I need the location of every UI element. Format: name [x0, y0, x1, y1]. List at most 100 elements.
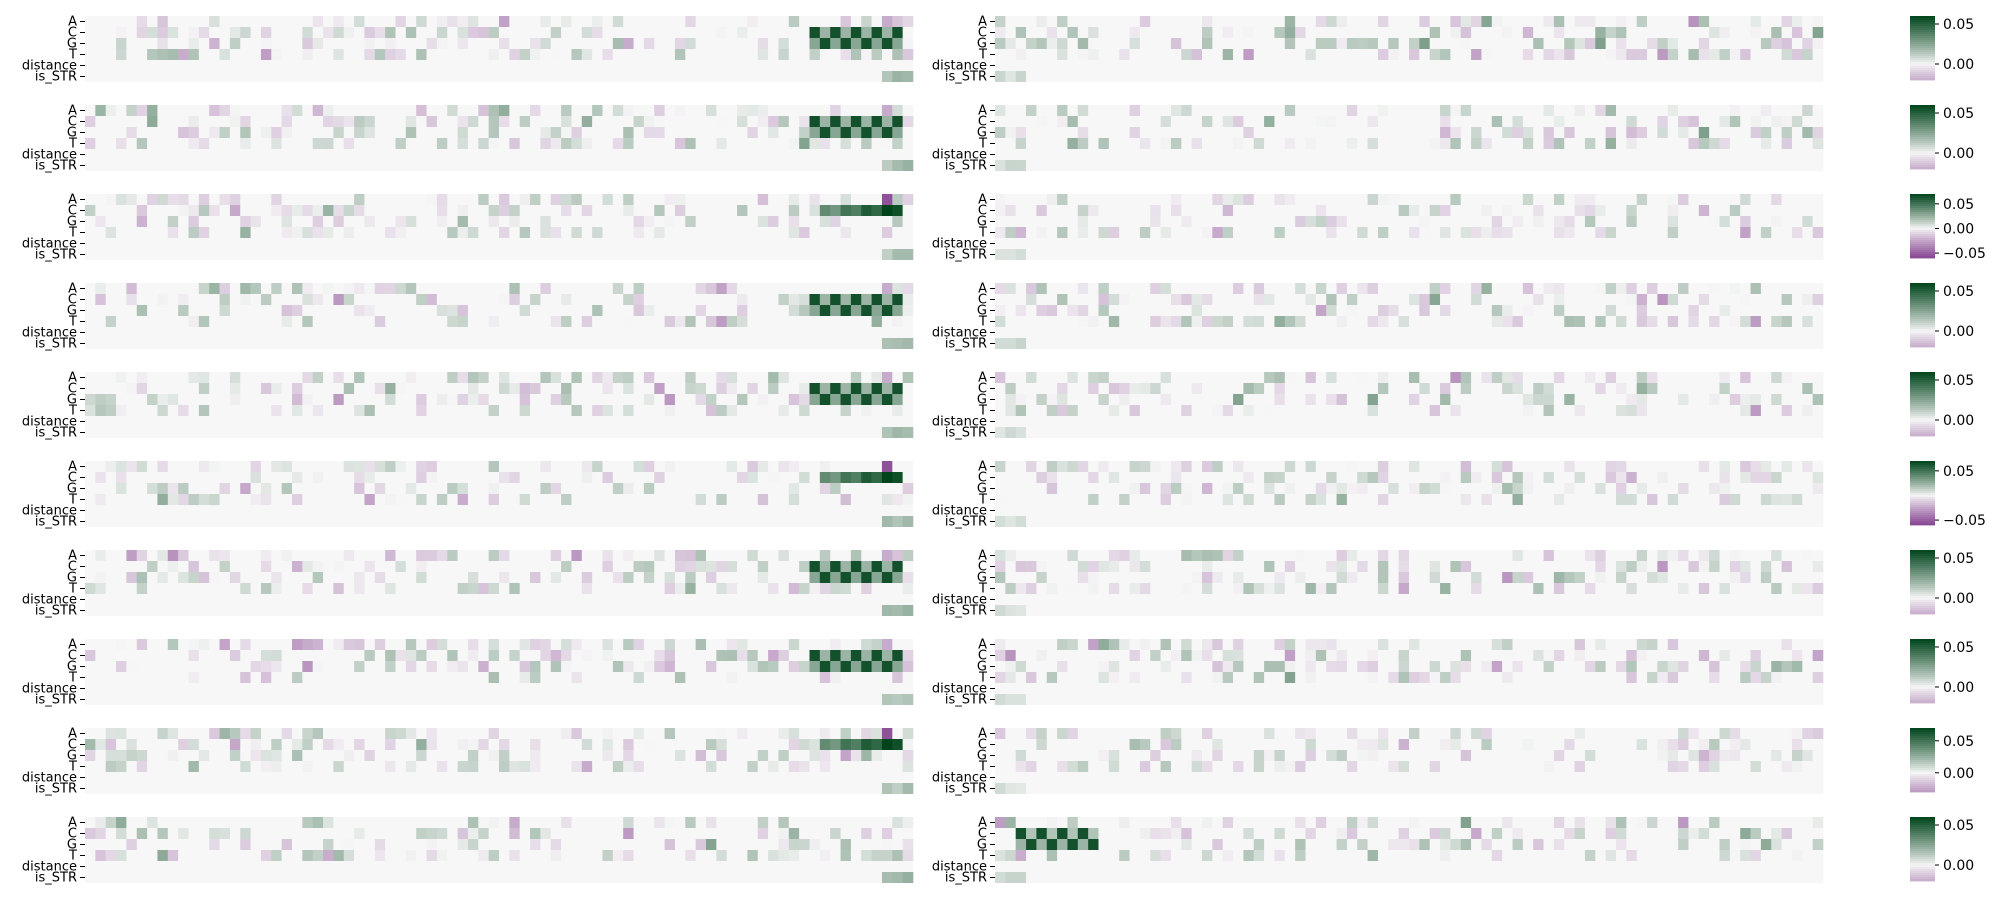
heatmap-cell — [116, 38, 127, 49]
heatmap-cell — [1264, 227, 1275, 238]
heatmap-cell — [1740, 294, 1751, 305]
heatmap-cell — [571, 138, 583, 149]
heatmap-cell — [209, 60, 220, 71]
heatmap-cell — [1202, 160, 1213, 171]
heatmap-cell — [1657, 138, 1669, 149]
heatmap-cell — [674, 138, 686, 149]
colorbar-segment — [1910, 127, 1935, 130]
heatmap-cell — [633, 194, 645, 205]
heatmap-cell — [1191, 16, 1203, 27]
heatmap-cell — [1750, 249, 1762, 260]
heatmap-cell — [685, 160, 696, 171]
heatmap-cell — [674, 71, 686, 82]
heatmap-cell — [1564, 405, 1575, 416]
heatmap-cell — [229, 160, 241, 171]
heatmap-cell — [1098, 416, 1110, 427]
heatmap-cell — [116, 205, 127, 216]
heatmap-cell — [1802, 160, 1813, 171]
heatmap-cell — [1170, 105, 1182, 116]
heatmap-cell — [416, 127, 427, 138]
heatmap-cell — [1357, 138, 1368, 149]
heatmap-cell — [1657, 160, 1669, 171]
heatmap-cell — [1584, 127, 1596, 138]
heatmap-cell — [1616, 116, 1627, 127]
heatmap-cell — [416, 405, 427, 416]
heatmap-cell — [426, 127, 438, 138]
heatmap-cell — [571, 160, 583, 171]
heatmap-cell — [1326, 194, 1337, 205]
heatmap-cell — [530, 372, 541, 383]
heatmap-cell — [105, 316, 117, 327]
heatmap-cell — [343, 194, 355, 205]
heatmap-cell — [1481, 305, 1493, 316]
heatmap-cell — [1233, 227, 1244, 238]
heatmap-cell — [778, 249, 790, 260]
heatmap-cell — [1502, 205, 1513, 216]
heatmap-cell — [405, 316, 417, 327]
heatmap-cell — [95, 116, 106, 127]
heatmap-cell — [592, 27, 603, 38]
heatmap-cell — [1719, 16, 1731, 27]
heatmap-cell — [788, 116, 800, 127]
heatmap-cell — [664, 149, 676, 160]
heatmap-cell — [757, 305, 769, 316]
heatmap-cell — [1077, 194, 1089, 205]
heatmap-cell — [1026, 416, 1037, 427]
heatmap-cell — [1729, 160, 1741, 171]
colorbar-segment — [1910, 224, 1935, 227]
heatmap-cell — [1657, 338, 1669, 349]
heatmap-cell — [136, 227, 148, 238]
heatmap-cell — [1543, 283, 1555, 294]
heatmap-cell — [478, 160, 489, 171]
heatmap-cell — [323, 294, 334, 305]
heatmap-cell — [364, 160, 376, 171]
heatmap-cell — [1564, 316, 1575, 327]
heatmap-cell — [819, 394, 831, 405]
heatmap-cell — [1750, 238, 1762, 249]
heatmap-cell — [695, 227, 707, 238]
heatmap-cell — [1481, 149, 1493, 160]
heatmap-cell — [1088, 127, 1099, 138]
heatmap-cell — [1709, 205, 1720, 216]
heatmap-cell — [1616, 49, 1627, 60]
heatmap-cell — [323, 194, 334, 205]
heatmap-cell — [623, 71, 634, 82]
heatmap-cell — [902, 71, 914, 82]
heatmap-cell — [1740, 149, 1751, 160]
heatmap-cell — [1170, 205, 1182, 216]
heatmap-cell — [467, 49, 479, 60]
heatmap-cell — [116, 160, 127, 171]
heatmap-cell — [1346, 60, 1358, 71]
y-tick-label: A — [68, 371, 77, 386]
heatmap-cell — [147, 194, 158, 205]
heatmap-cell — [1077, 149, 1089, 160]
heatmap-cell — [312, 427, 324, 438]
heatmap-cell — [799, 127, 810, 138]
heatmap-cell — [1305, 27, 1317, 38]
heatmap-cell — [1170, 294, 1182, 305]
heatmap-cell — [488, 416, 500, 427]
heatmap-cell — [788, 27, 800, 38]
heatmap-cell — [1336, 416, 1348, 427]
heatmap-cell — [126, 116, 138, 127]
heatmap-cell — [871, 227, 883, 238]
heatmap-cell — [1264, 338, 1275, 349]
heatmap-cell — [1222, 138, 1234, 149]
heatmap-cell — [136, 216, 148, 227]
heatmap-cell — [1481, 71, 1493, 82]
heatmap-cell — [581, 238, 593, 249]
heatmap-cell — [1781, 138, 1793, 149]
heatmap-cell — [499, 327, 510, 338]
heatmap-cell — [1119, 138, 1130, 149]
heatmap-cell — [1233, 394, 1244, 405]
heatmap-cell — [1460, 338, 1472, 349]
y-tick-label: C — [978, 293, 987, 308]
heatmap-cell — [726, 216, 738, 227]
heatmap-cell — [95, 405, 106, 416]
heatmap-cell — [1574, 316, 1586, 327]
heatmap-cell — [1605, 405, 1617, 416]
colorbar-segment — [1910, 208, 1935, 211]
heatmap-cell — [1088, 160, 1099, 171]
heatmap-cell — [1709, 338, 1720, 349]
heatmap-cell — [323, 383, 334, 394]
